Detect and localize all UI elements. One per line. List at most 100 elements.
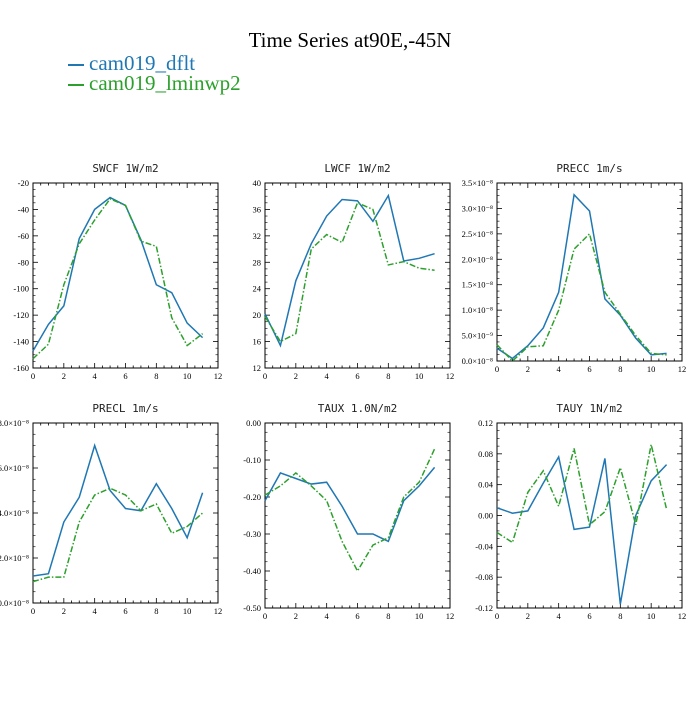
x-tick-label-precl: 8 bbox=[154, 606, 158, 616]
x-tick-label-swcf: 8 bbox=[154, 371, 158, 381]
x-tick-label-lwcf: 12 bbox=[446, 371, 455, 381]
y-tick-label-lwcf: 36 bbox=[253, 204, 262, 214]
y-tick-label-swcf: -160 bbox=[13, 363, 29, 373]
x-tick-label-tauy: 0 bbox=[495, 611, 499, 621]
y-tick-label-precc: 0.0×10⁻⁸ bbox=[462, 356, 493, 366]
y-tick-label-lwcf: 20 bbox=[253, 310, 262, 320]
y-tick-label-tauy: 0.00 bbox=[478, 511, 493, 521]
axes-frame-lwcf bbox=[264, 182, 451, 369]
y-tick-label-swcf: -100 bbox=[13, 284, 29, 294]
x-tick-label-swcf: 10 bbox=[183, 371, 192, 381]
y-tick-label-taux: 0.00 bbox=[246, 418, 261, 428]
y-tick-label-tauy: 0.12 bbox=[478, 418, 493, 428]
y-tick-label-tauy: 0.04 bbox=[478, 480, 494, 490]
y-tick-label-lwcf: 16 bbox=[253, 337, 262, 347]
x-tick-label-swcf: 12 bbox=[214, 371, 223, 381]
x-tick-label-precc: 8 bbox=[618, 364, 622, 374]
y-tick-label-precc: 3.5×10⁻⁸ bbox=[462, 178, 493, 188]
panel-title-swcf: SWCF 1W/m2 bbox=[92, 162, 158, 175]
y-tick-label-precc: 1.5×10⁻⁸ bbox=[462, 280, 493, 290]
axes-frame-precc bbox=[496, 182, 683, 362]
x-tick-label-precc: 4 bbox=[557, 364, 562, 374]
series-line-precc-dflt bbox=[496, 193, 667, 360]
y-tick-label-lwcf: 12 bbox=[253, 363, 262, 373]
x-tick-label-tauy: 4 bbox=[557, 611, 562, 621]
y-tick-label-swcf: -80 bbox=[18, 257, 29, 267]
panel-precc: PRECC 1m/s 0 2 4 6 8 10 12 0.0×10⁻⁸ 5.0×10⁻⁹ 1.0×1… bbox=[462, 162, 687, 374]
panel-title-lwcf: LWCF 1W/m2 bbox=[324, 162, 390, 175]
panel-precl: PRECL 1m/s 0 2 4 6 8 10 12 0.0×10⁻⁸ 2.0×10⁻⁸ 4.0×1… bbox=[0, 402, 222, 616]
y-tick-label-swcf: -40 bbox=[18, 204, 29, 214]
x-tick-label-precl: 10 bbox=[183, 606, 192, 616]
x-tick-label-lwcf: 8 bbox=[386, 371, 390, 381]
x-tick-label-swcf: 0 bbox=[31, 371, 35, 381]
panel-tauy: TAUY 1N/m2 0 2 4 6 8 10 12 -0.12 -0.08 -0.04 0.00 0.… bbox=[475, 402, 686, 621]
y-tick-label-precc: 2.5×10⁻⁸ bbox=[462, 229, 493, 239]
y-tick-label-precc: 3.0×10⁻⁸ bbox=[462, 203, 493, 213]
x-tick-label-taux: 10 bbox=[415, 611, 424, 621]
panel-taux: TAUX 1.0N/m2 0 2 4 6 8 10 12 -0.50 -0.40 -0.30 -0.2… bbox=[243, 402, 454, 621]
panel-title-taux: TAUX 1.0N/m2 bbox=[318, 402, 397, 415]
legend-swatch-lminwp2 bbox=[68, 84, 84, 87]
y-tick-label-tauy: -0.04 bbox=[475, 541, 493, 551]
x-tick-label-tauy: 6 bbox=[587, 611, 591, 621]
x-tick-label-taux: 0 bbox=[263, 611, 267, 621]
x-tick-label-taux: 6 bbox=[355, 611, 359, 621]
panel-title-tauy: TAUY 1N/m2 bbox=[556, 402, 622, 415]
y-tick-label-swcf: -20 bbox=[18, 178, 29, 188]
y-tick-label-lwcf: 32 bbox=[253, 231, 262, 241]
y-tick-label-taux: -0.50 bbox=[243, 603, 261, 613]
y-tick-label-tauy: -0.08 bbox=[475, 572, 493, 582]
y-tick-label-taux: -0.40 bbox=[243, 566, 261, 576]
series-line-lwcf-dflt bbox=[264, 193, 435, 348]
panel-title-precc: PRECC 1m/s bbox=[556, 162, 622, 175]
y-tick-label-precc: 1.0×10⁻⁸ bbox=[462, 305, 493, 315]
x-tick-label-precc: 2 bbox=[526, 364, 530, 374]
x-tick-label-lwcf: 10 bbox=[415, 371, 424, 381]
legend-swatch-dflt bbox=[68, 64, 84, 67]
series-line-taux-lminwp2 bbox=[264, 448, 436, 573]
y-tick-label-precc: 2.0×10⁻⁸ bbox=[462, 254, 493, 264]
panel-title-precl: PRECL 1m/s bbox=[92, 402, 158, 415]
axes-frame-swcf bbox=[32, 182, 219, 369]
panel-swcf: SWCF 1W/m2 0 2 4 6 8 10 12 -160 -140 -120 -100 -80 -6… bbox=[13, 162, 222, 381]
series-line-swcf-lminwp2 bbox=[32, 197, 204, 360]
legend-item-dflt: cam019_dflt bbox=[68, 52, 195, 74]
x-tick-label-taux: 8 bbox=[386, 611, 390, 621]
x-tick-label-lwcf: 6 bbox=[355, 371, 359, 381]
series-line-precc-lminwp2 bbox=[496, 232, 667, 363]
x-tick-label-lwcf: 0 bbox=[263, 371, 267, 381]
x-tick-label-precl: 2 bbox=[62, 606, 66, 616]
x-tick-label-precc: 10 bbox=[647, 364, 656, 374]
x-tick-label-taux: 4 bbox=[325, 611, 330, 621]
x-tick-label-tauy: 8 bbox=[618, 611, 622, 621]
page-title: Time Series at90E,-45N bbox=[248, 28, 452, 52]
y-tick-label-precc: 5.0×10⁻⁹ bbox=[462, 331, 493, 341]
y-tick-label-precl: 8.0×10⁻⁸ bbox=[0, 418, 29, 428]
y-tick-label-tauy: 0.08 bbox=[478, 449, 493, 459]
x-tick-label-precc: 6 bbox=[587, 364, 591, 374]
x-tick-label-swcf: 4 bbox=[93, 371, 98, 381]
x-tick-label-tauy: 12 bbox=[678, 611, 687, 621]
y-tick-label-taux: -0.20 bbox=[243, 492, 261, 502]
y-tick-label-precl: 2.0×10⁻⁸ bbox=[0, 553, 29, 563]
y-tick-label-taux: -0.30 bbox=[243, 529, 261, 539]
y-tick-label-swcf: -140 bbox=[13, 337, 29, 347]
x-tick-label-lwcf: 2 bbox=[294, 371, 298, 381]
x-tick-label-taux: 2 bbox=[294, 611, 298, 621]
x-tick-label-precc: 0 bbox=[495, 364, 499, 374]
x-tick-label-taux: 12 bbox=[446, 611, 455, 621]
legend-label-lminwp2: cam019_lminwp2 bbox=[89, 71, 241, 95]
series-line-taux-dflt bbox=[264, 466, 436, 543]
axes-frame-taux bbox=[264, 422, 451, 609]
x-tick-label-precl: 12 bbox=[214, 606, 223, 616]
y-tick-label-lwcf: 28 bbox=[253, 257, 262, 267]
x-tick-label-tauy: 10 bbox=[647, 611, 656, 621]
legend-item-lminwp2: cam019_lminwp2 bbox=[68, 72, 241, 94]
x-tick-label-tauy: 2 bbox=[526, 611, 530, 621]
series-line-tauy-dflt bbox=[496, 454, 668, 605]
y-tick-label-tauy: -0.12 bbox=[475, 603, 493, 613]
y-tick-label-lwcf: 24 bbox=[253, 284, 262, 294]
